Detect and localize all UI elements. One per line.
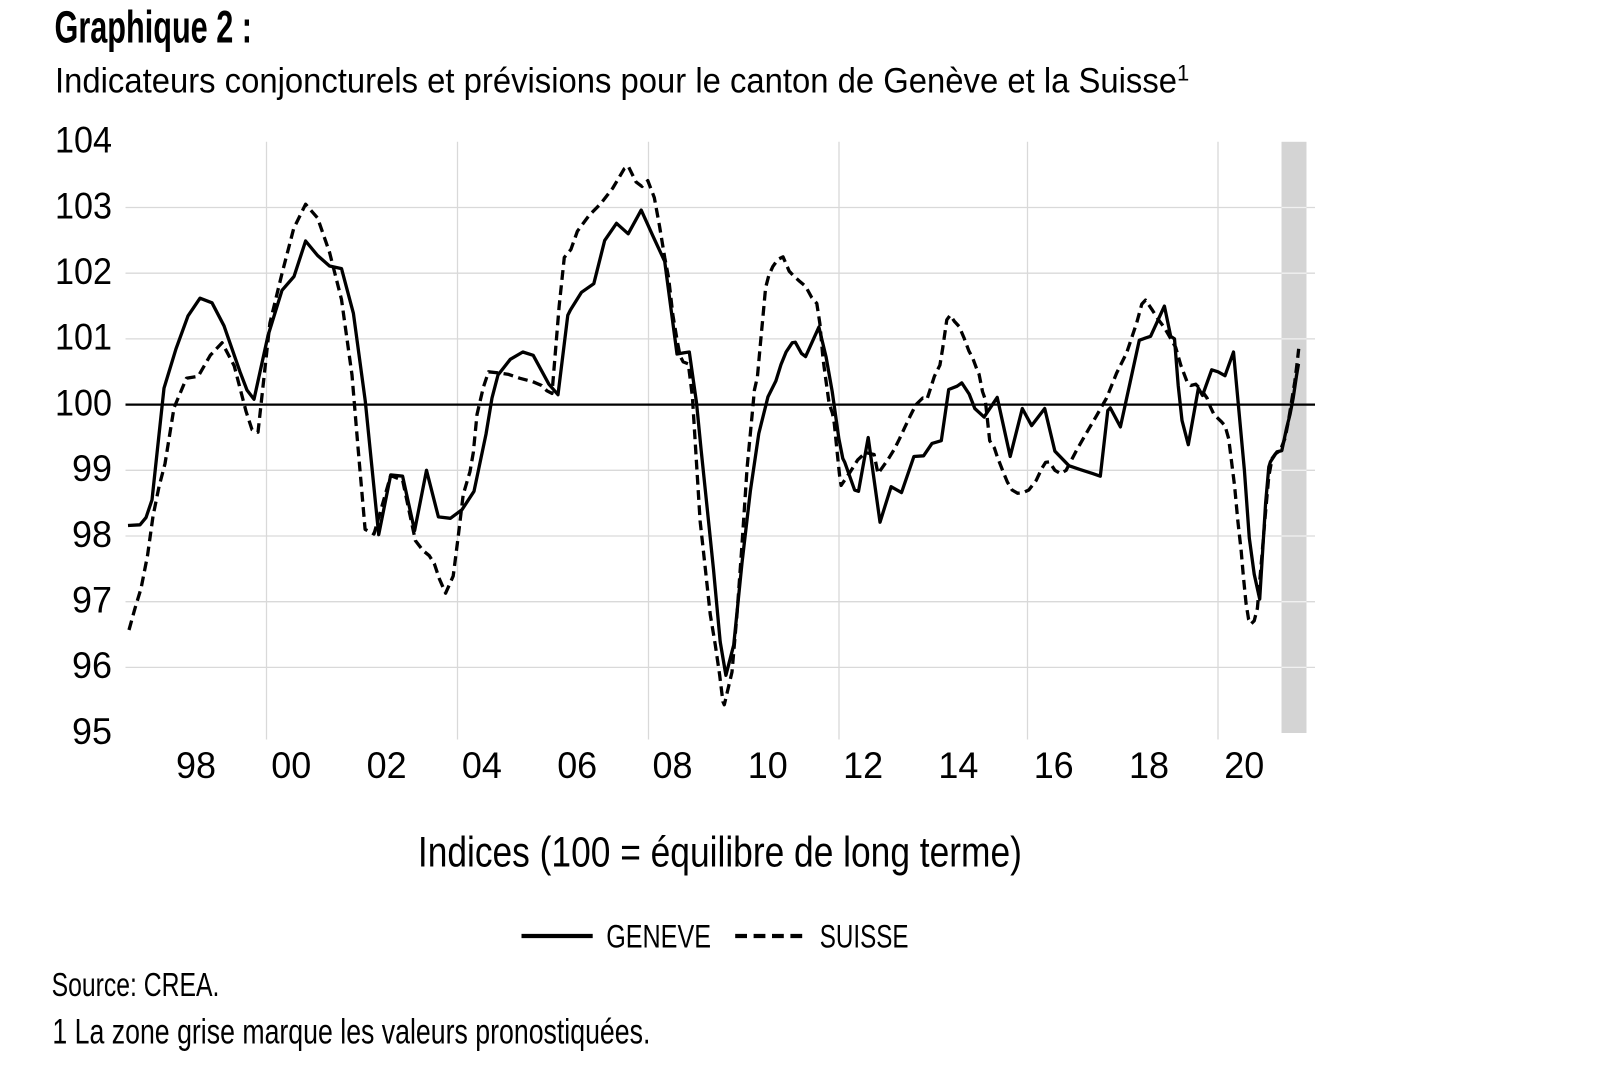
- svg-text:95: 95: [72, 711, 112, 752]
- svg-text:GENEVE: GENEVE: [606, 918, 711, 955]
- svg-text:Indicateurs conjoncturels et p: Indicateurs conjoncturels et prévisions …: [55, 60, 1189, 100]
- svg-text:16: 16: [1034, 745, 1074, 786]
- svg-text:10: 10: [748, 745, 788, 786]
- svg-text:14: 14: [938, 745, 978, 786]
- svg-text:20: 20: [1224, 745, 1264, 786]
- svg-text:103: 103: [55, 185, 112, 226]
- svg-text:08: 08: [653, 745, 693, 786]
- svg-text:97: 97: [72, 580, 112, 621]
- svg-text:1 La zone grise marque les val: 1 La zone grise marque les valeurs prono…: [52, 1012, 650, 1051]
- svg-text:12: 12: [843, 745, 883, 786]
- svg-text:SUISSE: SUISSE: [820, 918, 909, 955]
- svg-text:99: 99: [72, 448, 112, 489]
- svg-text:98: 98: [176, 745, 216, 786]
- svg-text:100: 100: [55, 382, 112, 423]
- svg-text:18: 18: [1129, 745, 1169, 786]
- svg-text:00: 00: [271, 745, 311, 786]
- svg-text:104: 104: [55, 120, 112, 161]
- svg-text:Indices (100 = équilibre de lo: Indices (100 = équilibre de long terme): [418, 829, 1022, 876]
- svg-text:98: 98: [72, 514, 112, 555]
- svg-text:96: 96: [72, 645, 112, 686]
- svg-text:102: 102: [55, 251, 112, 292]
- svg-text:Graphique 2 :: Graphique 2 :: [55, 2, 253, 53]
- svg-text:04: 04: [462, 745, 502, 786]
- svg-text:06: 06: [557, 745, 597, 786]
- svg-text:Source: CREA.: Source: CREA.: [52, 966, 220, 1004]
- svg-text:02: 02: [367, 745, 407, 786]
- svg-text:101: 101: [55, 317, 112, 358]
